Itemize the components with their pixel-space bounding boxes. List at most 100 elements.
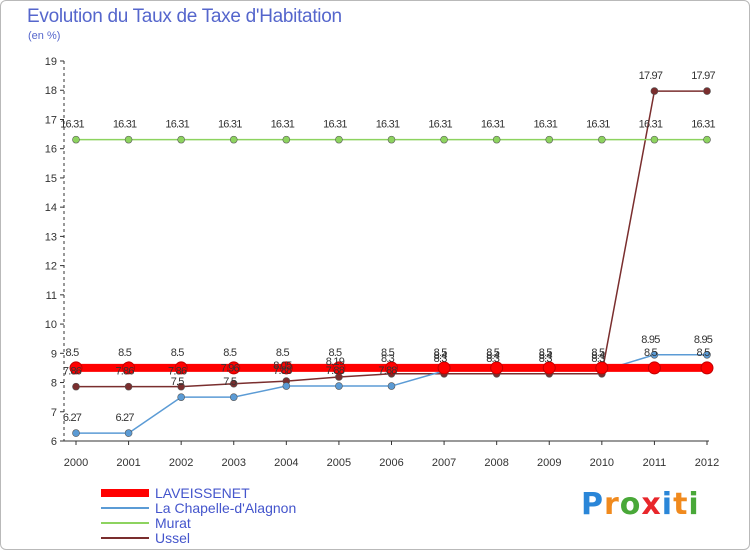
chart-subtitle: (en %) (28, 30, 61, 42)
data-label: 16.31 (691, 119, 715, 131)
legend-label: Murat (155, 515, 191, 531)
data-label: 8.3 (434, 353, 448, 365)
data-point (122, 361, 136, 375)
data-label: 17.97 (691, 70, 715, 82)
data-label: 16.31 (218, 119, 242, 131)
x-tick-label: 2000 (64, 457, 88, 469)
data-label: 8.5 (171, 347, 185, 359)
data-label: 8.95 (694, 334, 713, 346)
data-point (72, 429, 80, 437)
data-point (279, 361, 293, 375)
data-label: 16.31 (586, 119, 610, 131)
data-label: 6.27 (115, 412, 134, 424)
data-point (229, 393, 238, 401)
data-label: 8.5 (328, 347, 342, 359)
x-tick-label: 2010 (590, 457, 614, 469)
y-tick-label: 15 (45, 173, 57, 185)
data-point (703, 350, 711, 359)
data-point (177, 393, 185, 401)
y-tick-label: 12 (45, 261, 57, 273)
y-tick-label: 14 (45, 202, 57, 214)
data-label: 8.5 (223, 347, 237, 359)
data-point (69, 361, 83, 375)
data-point (332, 361, 346, 375)
data-point (598, 135, 606, 144)
x-tick-label: 2008 (484, 457, 508, 469)
data-point (542, 361, 556, 375)
x-tick-label: 2007 (432, 457, 456, 469)
data-point (703, 87, 711, 95)
data-point (229, 135, 238, 144)
x-tick-label: 2006 (379, 457, 403, 469)
data-label: 8.5 (644, 347, 658, 359)
data-label: 8.5 (591, 347, 605, 359)
data-point (124, 135, 133, 144)
data-label: 8.5 (697, 347, 711, 359)
series-line (76, 90, 707, 388)
y-tick-label: 18 (45, 85, 57, 97)
data-point (440, 135, 448, 144)
data-point (650, 135, 659, 144)
data-point (650, 350, 659, 359)
data-label: 16.31 (113, 119, 137, 131)
data-point (177, 382, 185, 391)
legend-label: Ussel (155, 530, 190, 546)
data-point (647, 361, 661, 375)
x-tick-label: 2011 (643, 457, 667, 469)
data-label: 16.31 (271, 119, 295, 131)
data-point (124, 382, 133, 391)
data-label: 7.88 (326, 365, 345, 377)
data-label: 17.97 (639, 70, 663, 82)
data-point (227, 361, 241, 375)
y-tick-label: 16 (45, 144, 57, 156)
x-tick-label: 2002 (169, 457, 193, 469)
y-tick-label: 9 (51, 348, 57, 360)
y-tick-label: 6 (51, 436, 57, 448)
x-tick-label: 2001 (116, 457, 140, 469)
data-label: 7.88 (378, 365, 397, 377)
data-point (490, 361, 504, 375)
data-point (72, 382, 80, 391)
data-point (387, 382, 396, 390)
data-label: 16.31 (533, 119, 557, 131)
legend-label: La Chapelle-d'Alagnon (155, 500, 296, 516)
data-label: 8.5 (381, 347, 395, 359)
chart-title: Evolution du Taux de Taxe d'Habitation (27, 6, 342, 27)
data-point (595, 361, 609, 375)
data-point (437, 361, 451, 375)
data-label: 16.31 (323, 119, 347, 131)
data-point (177, 135, 185, 144)
data-label: 16.31 (165, 119, 189, 131)
data-label: 8.4 (434, 350, 448, 362)
data-label: 6.27 (63, 412, 82, 424)
x-tick-label: 2004 (274, 457, 298, 469)
data-label: 7.86 (168, 366, 187, 378)
y-tick-label: 17 (45, 114, 57, 126)
x-tick-label: 2003 (222, 457, 246, 469)
data-point (229, 379, 238, 388)
y-tick-label: 11 (46, 290, 57, 302)
data-point (492, 135, 501, 144)
data-label: 8.19 (326, 356, 345, 368)
data-point (700, 361, 714, 375)
data-point (335, 382, 343, 390)
data-label: 8.4 (591, 350, 605, 362)
data-point (385, 361, 398, 375)
data-point (545, 135, 554, 144)
data-label: 8.5 (539, 347, 553, 359)
y-tick-label: 7 (51, 407, 57, 419)
data-label: 16.31 (428, 119, 452, 131)
y-tick-label: 10 (45, 319, 57, 331)
data-point (703, 135, 711, 144)
data-label: 8.4 (486, 350, 500, 362)
data-point (387, 135, 396, 144)
data-label: 8.5 (66, 347, 80, 359)
y-tick-label: 19 (45, 56, 57, 68)
data-label: 8.5 (276, 347, 290, 359)
data-label: 8.3 (486, 353, 500, 365)
data-label: 7.5 (171, 376, 185, 388)
data-label: 16.31 (481, 119, 505, 131)
x-tick-label: 2012 (695, 457, 719, 469)
